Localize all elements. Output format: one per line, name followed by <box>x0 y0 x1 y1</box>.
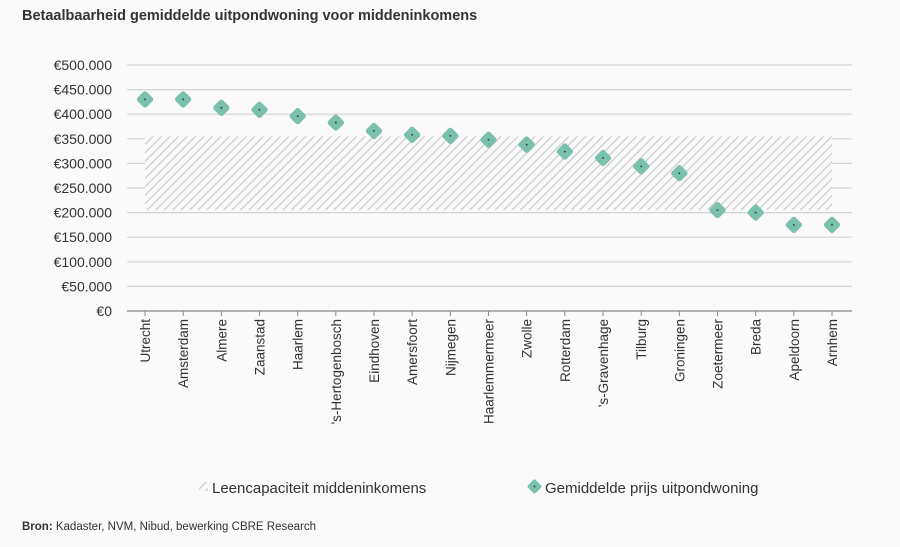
price-point-dot <box>792 224 795 226</box>
x-tick-label: Amsterdam <box>176 319 191 388</box>
y-tick-label: €0 <box>96 303 112 319</box>
price-point-dot <box>602 157 604 159</box>
y-tick-label: €400.000 <box>54 106 113 122</box>
y-tick-label: €100.000 <box>54 254 113 270</box>
source-label: Bron: <box>22 521 53 533</box>
x-tick-label: Groningen <box>672 319 687 382</box>
legend-diamond-dot <box>533 485 536 488</box>
price-point-dot <box>334 121 337 124</box>
price-point-dot <box>182 98 185 101</box>
chart-title: Betaalbaarheid gemiddelde uitpondwoning … <box>22 8 478 24</box>
y-tick-label: €200.000 <box>54 205 113 221</box>
price-point-dot <box>640 165 643 168</box>
x-tick-label: Apeldoorn <box>787 319 802 381</box>
price-point-dot <box>831 224 833 226</box>
legend-hatch-swatch <box>199 482 208 491</box>
y-tick-label: €50.000 <box>61 278 112 294</box>
y-tick-label: €350.000 <box>54 131 113 147</box>
x-tick-label: Rotterdam <box>558 319 573 382</box>
price-point-dot <box>716 209 719 212</box>
y-tick-label: €450.000 <box>54 82 113 98</box>
source-text: Kadaster, NVM, Nibud, bewerking CBRE Res… <box>52 521 317 533</box>
price-point-dot <box>449 134 452 137</box>
price-point-dot <box>258 108 261 111</box>
x-tick-label: 's-Gravenhage <box>596 319 611 407</box>
x-tick-label: Almere <box>214 319 229 362</box>
x-tick-label: Tilburg <box>634 319 649 360</box>
legend-label-price: Gemiddelde prijs uitpondwoning <box>545 480 758 497</box>
x-tick-label: 's-Hertogenbosch <box>329 319 344 424</box>
price-point-dot <box>220 106 223 109</box>
x-tick-label: Zwolle <box>520 319 535 358</box>
price-point-dot <box>525 143 528 146</box>
source-note: Bron: Kadaster, NVM, Nibud, bewerking CB… <box>22 521 316 533</box>
y-tick-label: €300.000 <box>54 155 113 171</box>
price-point-dot <box>678 172 681 175</box>
y-tick-label: €500.000 <box>54 57 113 73</box>
price-point-dot <box>144 98 146 101</box>
x-tick-label: Nijmegen <box>443 319 458 376</box>
y-tick-label: €250.000 <box>54 180 113 196</box>
price-point-dot <box>487 138 490 141</box>
x-tick-label: Zaanstad <box>253 319 268 375</box>
x-tick-label: Arnhem <box>825 319 840 366</box>
price-point-dot <box>296 115 299 118</box>
x-tick-label: Breda <box>749 319 764 356</box>
price-point-dot <box>373 130 375 132</box>
borrowing-capacity-band <box>145 136 832 211</box>
x-tick-label: Eindhoven <box>367 319 382 383</box>
x-tick-label: Zoetermeer <box>711 319 726 389</box>
x-tick-label: Utrecht <box>138 319 153 363</box>
y-tick-label: €150.000 <box>54 229 113 245</box>
legend-label-band: Leencapaciteit middeninkomens <box>212 480 426 497</box>
x-tick-label: Amersfoort <box>405 319 420 385</box>
x-tick-label: Haarlemmermeer <box>482 319 497 425</box>
price-point-dot <box>754 211 757 214</box>
price-point-dot <box>563 150 566 153</box>
price-point-dot <box>411 133 414 136</box>
x-tick-label: Haarlem <box>291 319 306 370</box>
